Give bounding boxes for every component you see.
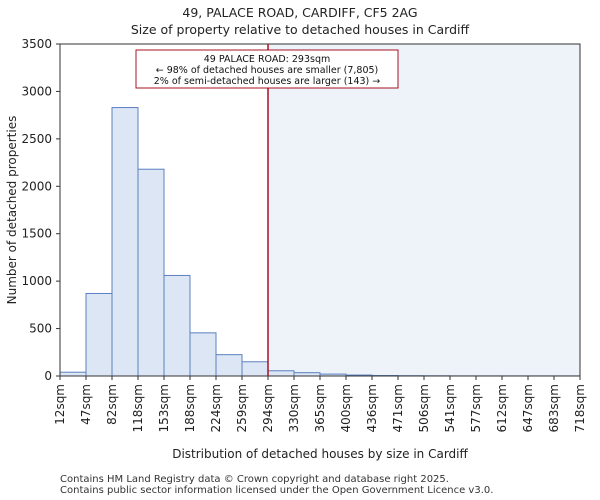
footer-line-2: Contains public sector information licen… xyxy=(60,485,494,496)
x-tick-label: 718sqm xyxy=(573,384,587,432)
x-tick-label: 647sqm xyxy=(521,384,535,432)
x-tick-label: 153sqm xyxy=(157,384,171,432)
y-tick-label: 500 xyxy=(29,322,52,336)
y-tick-label: 3000 xyxy=(21,84,52,98)
bar xyxy=(215,354,243,377)
y-tick-label: 2000 xyxy=(21,179,52,193)
x-tick-label: 506sqm xyxy=(417,384,431,432)
x-tick-label: 118sqm xyxy=(131,384,145,432)
bar xyxy=(59,371,87,377)
y-tick-label: 2500 xyxy=(21,132,52,146)
y-tick-label: 1500 xyxy=(21,227,52,241)
x-tick-label: 436sqm xyxy=(365,384,379,432)
x-axis-label: Distribution of detached houses by size … xyxy=(172,447,468,461)
bar xyxy=(189,332,217,377)
x-tick-label: 47sqm xyxy=(79,384,93,425)
larger-region-shade xyxy=(268,44,580,376)
x-tick-label: 365sqm xyxy=(313,384,327,432)
y-tick-label: 3500 xyxy=(21,37,52,51)
bar xyxy=(267,370,295,377)
annotation-line-1: 49 PALACE ROAD: 293sqm xyxy=(204,54,331,65)
annotation-line-3: 2% of semi-detached houses are larger (1… xyxy=(154,76,381,87)
bar xyxy=(137,168,165,377)
x-tick-label: 577sqm xyxy=(469,384,483,432)
bar xyxy=(163,274,191,377)
y-axis-label: Number of detached properties xyxy=(5,116,19,305)
x-tick-label: 12sqm xyxy=(53,384,67,425)
bar xyxy=(111,107,139,377)
x-tick-label: 683sqm xyxy=(547,384,561,432)
bar xyxy=(241,361,269,377)
x-tick-label: 612sqm xyxy=(495,384,509,432)
bar xyxy=(85,292,113,377)
chart-title: 49, PALACE ROAD, CARDIFF, CF5 2AG xyxy=(182,5,418,20)
annotation-box xyxy=(135,49,399,89)
x-tick-label: 259sqm xyxy=(235,384,249,432)
x-tick-label: 400sqm xyxy=(339,384,353,432)
x-tick-label: 82sqm xyxy=(105,384,119,425)
x-tick-label: 471sqm xyxy=(391,384,405,432)
annotation-line-2: ← 98% of detached houses are smaller (7,… xyxy=(156,65,379,76)
x-tick-label: 188sqm xyxy=(183,384,197,432)
x-tick-label: 330sqm xyxy=(287,384,301,432)
y-tick-label: 1000 xyxy=(21,274,52,288)
footer-line-1: Contains HM Land Registry data © Crown c… xyxy=(60,474,449,485)
x-tick-label: 294sqm xyxy=(261,384,275,432)
chart-subtitle: Size of property relative to detached ho… xyxy=(130,22,470,37)
y-tick-label: 0 xyxy=(44,369,52,383)
x-tick-label: 224sqm xyxy=(209,384,223,432)
x-tick-label: 541sqm xyxy=(443,384,457,432)
